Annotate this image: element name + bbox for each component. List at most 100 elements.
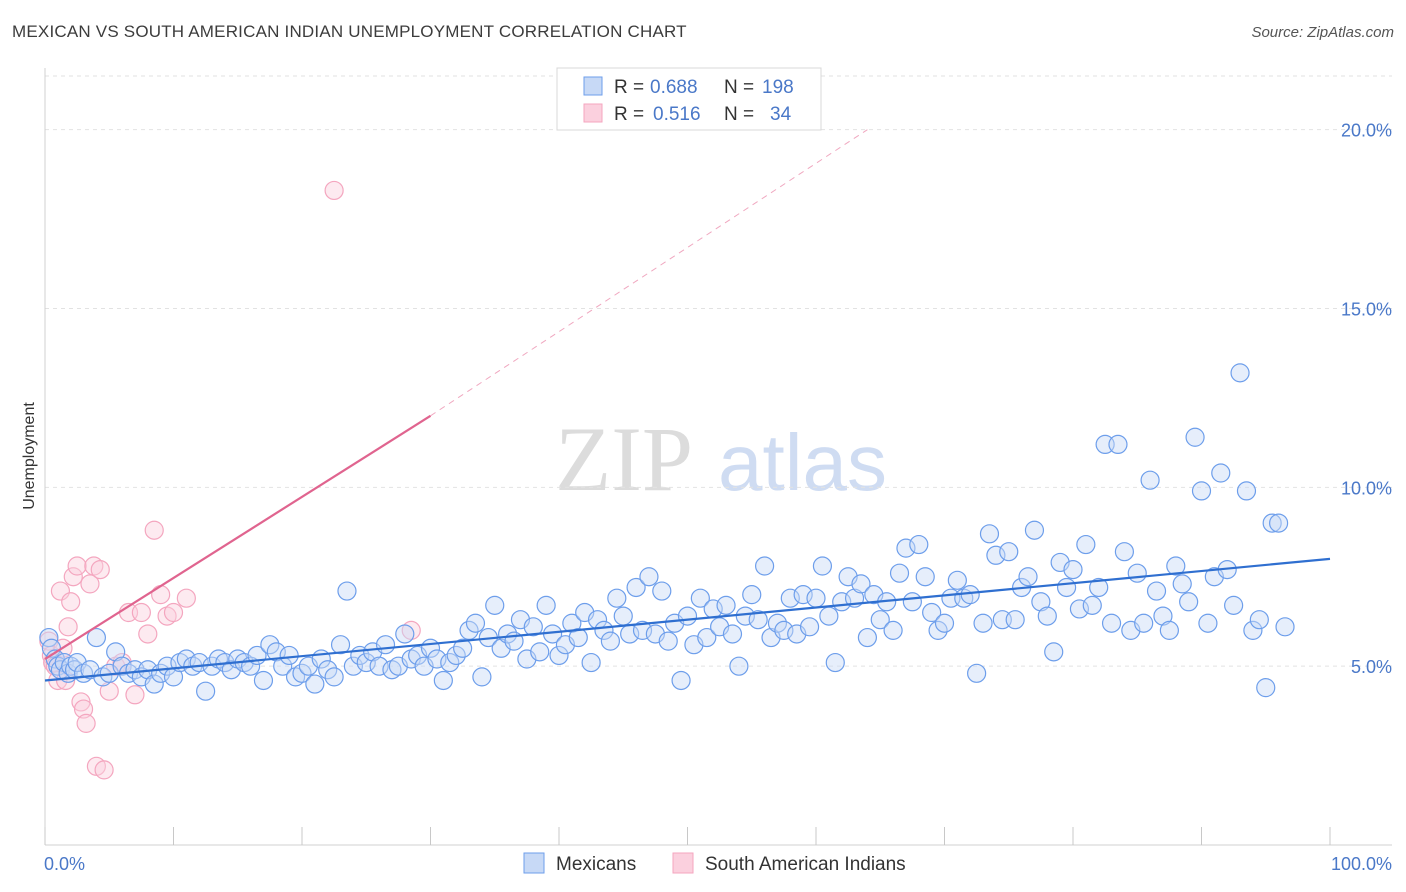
south-american-indians-point-25 [131, 602, 151, 623]
legend-r-value-1: 0.688 [650, 77, 698, 98]
mexicans-point-16 [112, 656, 132, 676]
mexicans-point-171 [1108, 434, 1128, 455]
mexicans-point-187 [1211, 463, 1231, 483]
mexicans-point-178 [1153, 606, 1173, 626]
legend-n-label-1: N = [724, 77, 754, 98]
mexicans-point-103 [671, 670, 691, 691]
bottom-legend-swatch-pink [672, 852, 694, 874]
mexicans-point-191 [1236, 481, 1257, 501]
mexicans-point-84 [549, 645, 569, 666]
mexicans-point-93 [607, 588, 627, 608]
south-american-indians-point-31 [176, 588, 196, 608]
mexicans-point-67 [440, 652, 460, 673]
south-american-indians-trend-line [44, 414, 432, 660]
mexicans-point-96 [626, 577, 646, 598]
south-american-indians-point-13 [73, 699, 94, 719]
bottom-legend-mexicans: Mexicans [556, 854, 636, 875]
mexicans-point-160 [1037, 606, 1057, 626]
mexicans-point-125 [812, 556, 833, 576]
mexicans-point-175 [1134, 613, 1154, 633]
mexicans-point-158 [1024, 520, 1045, 540]
mexicans-point-155 [1005, 610, 1025, 630]
mexicans-point-39 [260, 635, 280, 655]
legend-swatch-blue [583, 76, 603, 96]
correlation-legend: R = 0.688 N = 198 R = 0.516 N = 34 [556, 67, 822, 131]
legend-r-label-2: R = [614, 104, 644, 125]
mexicans-point-65 [427, 649, 447, 669]
south-american-indians-point-15 [80, 574, 100, 594]
legend-n-value-2: 34 [770, 104, 792, 125]
south-american-indians-point-24 [125, 685, 145, 705]
mexicans-point-189 [1224, 595, 1244, 615]
watermark-zip: ZIP [555, 408, 693, 510]
mexicans-point-131 [851, 574, 871, 594]
mexicans-point-74 [485, 595, 505, 615]
mexicans-point-15 [106, 642, 126, 662]
mexicans-point-119 [774, 620, 794, 640]
mexicans-point-161 [1044, 642, 1064, 662]
mexicans-point-146 [947, 570, 967, 590]
mexicans-point-12 [86, 627, 107, 648]
mexicans-point-181 [1172, 574, 1192, 594]
mexicans-trend-line [44, 557, 1331, 682]
mexicans-point-154 [999, 542, 1019, 562]
y-tick-label-3: 20.0% [1341, 121, 1392, 141]
south-american-indians-point-8 [58, 617, 78, 637]
mexicans-point-170 [1101, 613, 1122, 633]
mexicans-point-52 [343, 656, 363, 676]
watermark-atlas: atlas [718, 418, 887, 507]
mexicans-point-106 [690, 588, 710, 608]
mexicans-point-107 [697, 627, 717, 648]
mexicans-point-112 [729, 656, 749, 676]
mexicans-point-140 [909, 534, 929, 555]
south-american-indians-point-32 [324, 180, 344, 201]
south-american-indians-point-26 [138, 624, 158, 644]
mexicans-point-168 [1089, 577, 1109, 598]
mexicans-point-89 [581, 652, 601, 673]
mexicans-point-194 [1256, 678, 1276, 698]
mexicans-point-134 [870, 610, 890, 630]
mexicans-point-141 [915, 567, 935, 587]
mexicans-point-71 [465, 613, 486, 633]
trend-lines [44, 129, 1331, 682]
mexicans-point-192 [1243, 620, 1263, 640]
mexicans-point-97 [632, 620, 653, 640]
mexicans-point-177 [1146, 581, 1167, 601]
mexicans-point-174 [1127, 563, 1147, 583]
tick-labels: 5.0% 10.0% 15.0% 20.0% 0.0% 100.0% [44, 121, 1392, 874]
south-american-indians-point-9 [61, 592, 81, 612]
mexicans-point-115 [748, 610, 768, 630]
mexicans-point-196 [1268, 513, 1289, 533]
y-axis-label: Unemployment [21, 402, 38, 510]
mexicans-point-46 [305, 674, 325, 694]
mexicans-point-172 [1114, 542, 1135, 562]
mexicans-point-184 [1191, 481, 1212, 501]
mexicans-point-104 [677, 606, 698, 626]
mexicans-point-179 [1159, 620, 1179, 640]
south-american-indians-point-11 [67, 556, 87, 576]
mexicans-point-142 [922, 602, 942, 623]
mexicans-point-116 [754, 556, 775, 576]
x-tick-label-1: 100.0% [1331, 854, 1392, 874]
mexicans-point-167 [1082, 595, 1102, 615]
mexicans-point-76 [498, 624, 518, 644]
y-tick-label-0: 5.0% [1351, 657, 1392, 677]
y-tick-label-1: 10.0% [1341, 478, 1392, 498]
x-tick-label-0: 0.0% [44, 854, 85, 874]
series-south-american-indians [39, 180, 421, 780]
mexicans-point-40 [266, 642, 286, 662]
mexicans-point-68 [446, 645, 466, 666]
mexicans-point-195 [1262, 513, 1282, 533]
mexicans-point-136 [883, 620, 903, 640]
mexicans-point-86 [562, 613, 582, 633]
axes [44, 68, 1392, 846]
mexicans-point-176 [1140, 470, 1160, 490]
mexicans-point-60 [395, 624, 415, 644]
mexicans-point-118 [767, 613, 788, 633]
mexicans-point-151 [979, 524, 1000, 544]
mexicans-point-81 [530, 642, 550, 662]
mexicans-point-132 [857, 627, 878, 648]
mexicans-point-157 [1018, 567, 1038, 587]
mexicans-point-126 [819, 606, 839, 626]
legend-swatch-pink [583, 103, 603, 123]
